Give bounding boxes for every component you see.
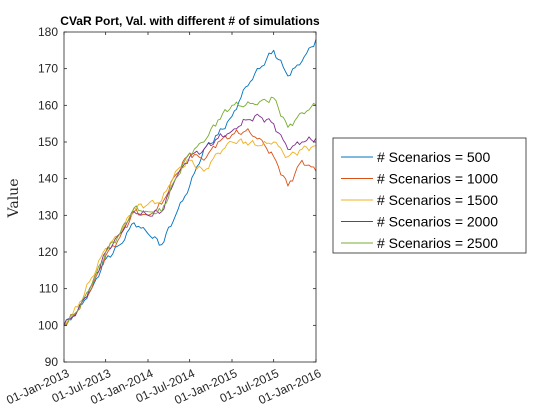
legend-entry-label: # Scenarios = 500 [377, 149, 490, 165]
y-tick-label: 110 [39, 282, 58, 296]
legend: # Scenarios = 500 # Scenarios = 1000 # Sce… [332, 137, 527, 254]
y-tick-label: 100 [38, 318, 58, 332]
y-axis-label: Value [6, 179, 22, 219]
y-tick-label: 120 [38, 245, 58, 259]
chart-title: CVaR Port, Val. with different # of simu… [60, 14, 320, 28]
series-line [63, 39, 317, 326]
y-tick-label: 90 [45, 355, 59, 369]
legend-entry-label: # Scenarios = 1000 [377, 171, 498, 187]
plot-area: 9010011012013014015016017018001-Jan-2013… [4, 25, 323, 407]
y-tick-label: 160 [38, 98, 58, 112]
y-tick-label: 150 [38, 135, 58, 149]
legend-entry-label: # Scenarios = 2500 [377, 235, 498, 251]
axes-box [63, 31, 317, 363]
series-line [63, 138, 317, 326]
y-tick-label: 180 [38, 25, 58, 39]
series-line [63, 128, 317, 326]
series-line [63, 96, 317, 327]
legend-entry-label: # Scenarios = 1500 [377, 192, 498, 208]
legend-entry-label: # Scenarios = 2000 [377, 214, 498, 230]
y-tick-label: 170 [38, 62, 58, 76]
y-tick-label: 140 [38, 172, 58, 186]
y-tick-label: 130 [38, 208, 58, 222]
